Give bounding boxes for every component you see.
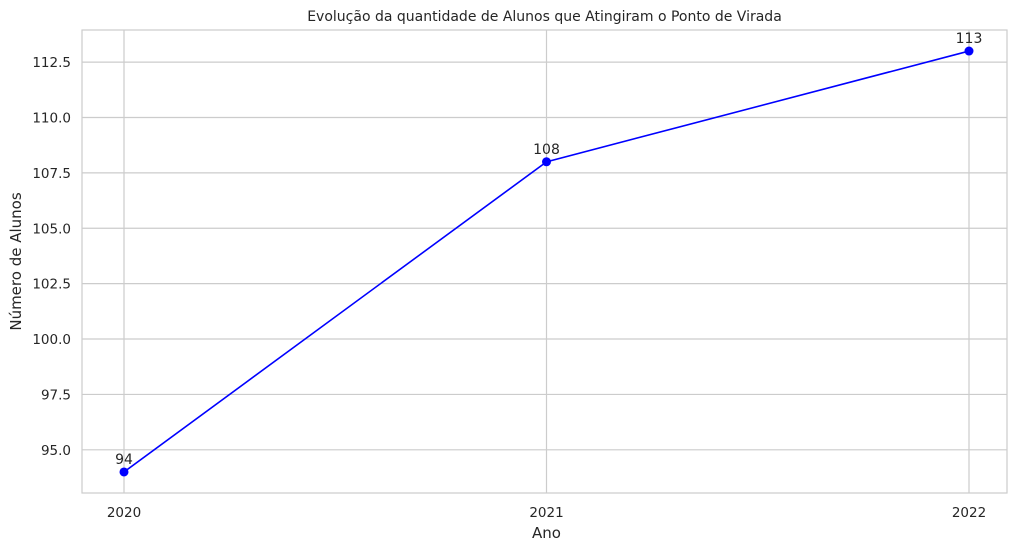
plot-frame — [81, 29, 1008, 494]
data-label: 108 — [533, 142, 560, 158]
y-tick-label: 105.0 — [32, 221, 71, 237]
y-tick-label: 110.0 — [32, 111, 71, 127]
y-tick-label: 95.0 — [41, 443, 71, 459]
y-tick-label: 102.5 — [32, 277, 71, 293]
y-tick-label: 100.0 — [32, 332, 71, 348]
data-labels: 94 108 113 — [115, 31, 982, 468]
data-label: 94 — [115, 452, 133, 468]
y-tick-label: 107.5 — [32, 166, 71, 182]
data-point — [542, 157, 551, 167]
x-tick-label: 2020 — [107, 505, 141, 521]
data-point — [119, 467, 129, 477]
data-label: 113 — [956, 31, 983, 47]
x-tick-label: 2021 — [529, 505, 563, 521]
tick-labels: 95.0 97.5 100.0 102.5 105.0 107.5 110.0 112.5 20… — [32, 55, 986, 521]
series-layer — [119, 46, 974, 477]
data-point — [964, 46, 974, 56]
grid-lines — [82, 30, 1007, 493]
chart-title: Evolução da quantidade de Alunos que Ati… — [307, 9, 782, 25]
x-axis-label: Ano — [532, 524, 561, 542]
y-axis-label: Número de Alunos — [7, 192, 25, 330]
y-tick-label: 97.5 — [41, 387, 71, 403]
x-tick-label: 2022 — [952, 505, 986, 521]
y-tick-label: 112.5 — [32, 55, 71, 71]
